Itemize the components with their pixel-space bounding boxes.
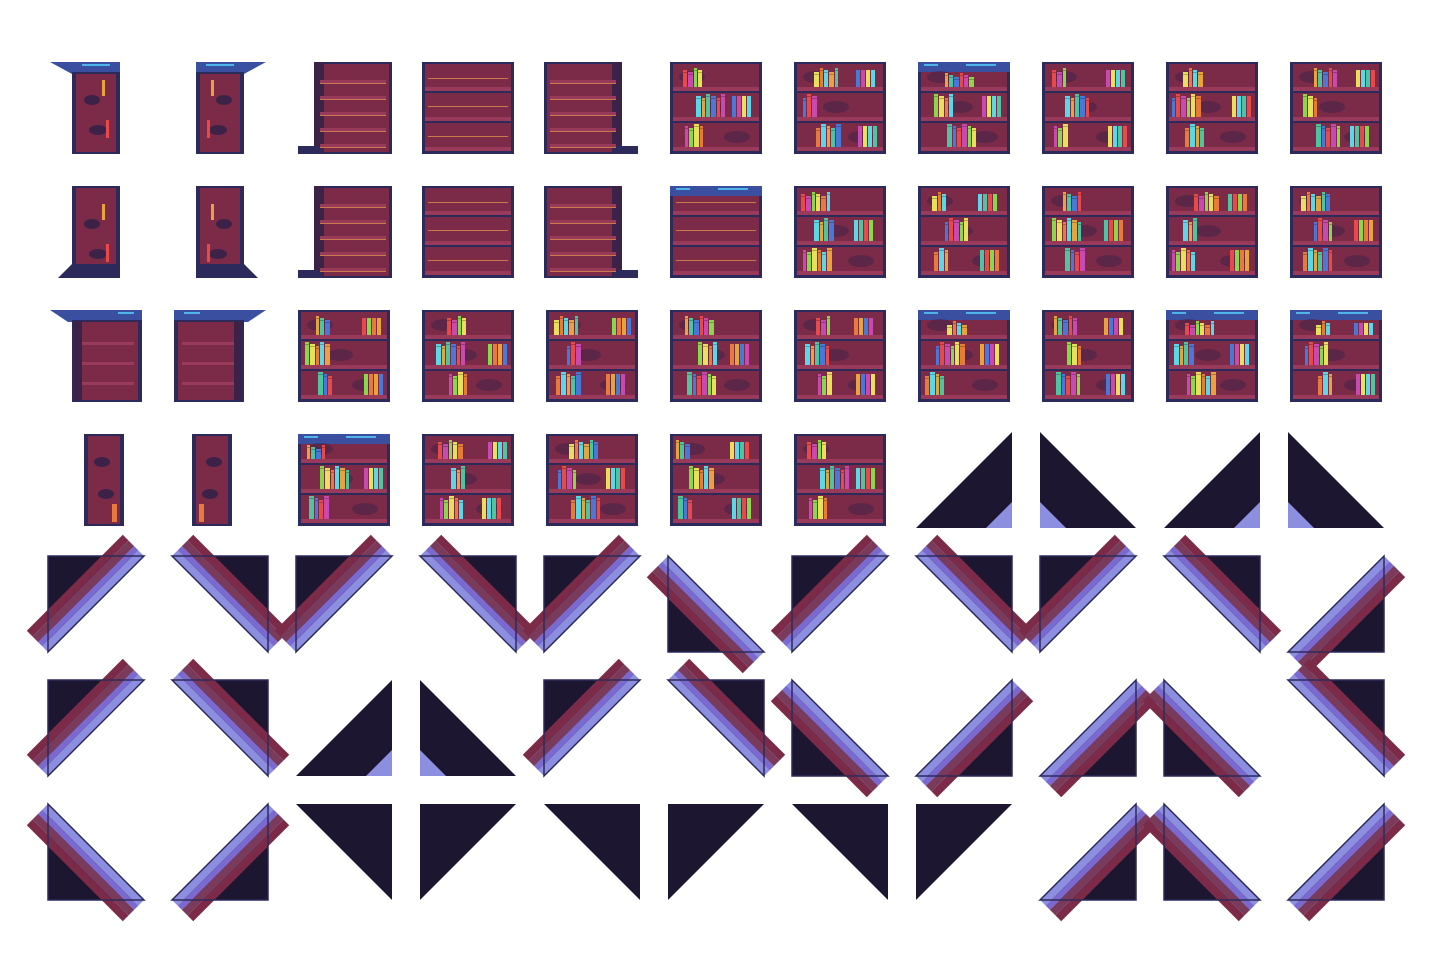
tile-stair-r5c9[interactable] <box>1018 534 1138 654</box>
tile-stair-r5c8[interactable] <box>914 534 1034 654</box>
tile-bookshelf-r2c10[interactable] <box>1164 184 1260 280</box>
tile-shelf-empty-r1c4[interactable] <box>420 60 516 156</box>
tile-stair-r7c11[interactable] <box>1286 802 1406 922</box>
tile-bookshelf-r4c7[interactable] <box>792 432 888 528</box>
tile-stair-r6c10[interactable] <box>1142 678 1262 798</box>
tile-stair-r5c10[interactable] <box>1162 534 1282 654</box>
tile-bookshelf-r3c4[interactable] <box>420 308 516 404</box>
tile-post-bottom-r2c2[interactable] <box>172 184 268 280</box>
tile-bookshelf-r3c11[interactable] <box>1288 308 1384 404</box>
tile-stair-r5c7[interactable] <box>770 534 890 654</box>
tile-bookshelf-r4c5[interactable] <box>544 432 640 528</box>
tile-dark-tri-r7c6[interactable] <box>668 804 764 900</box>
tile-stair-r6c7[interactable] <box>770 678 890 798</box>
tile-stair-r6c6[interactable] <box>666 658 786 778</box>
tile-post-top-r1c1[interactable] <box>48 60 144 156</box>
tile-dark-tri-r6c4[interactable] <box>420 680 516 776</box>
tile-stair-r5c3[interactable] <box>274 534 394 654</box>
tile-stair-r6c8[interactable] <box>914 678 1034 798</box>
tile-stair-r6c11[interactable] <box>1286 658 1406 778</box>
tile-stair-r7c1[interactable] <box>26 802 146 922</box>
tile-shelf-empty-r2c6[interactable] <box>668 184 764 280</box>
tile-post-top-r1c2[interactable] <box>172 60 268 156</box>
tile-shelf-empty-left-r1c3[interactable] <box>296 60 392 156</box>
tile-bookshelf-r3c6[interactable] <box>668 308 764 404</box>
tile-stair-r5c5[interactable] <box>522 534 642 654</box>
tile-bookshelf-r1c6[interactable] <box>668 60 764 156</box>
tile-dark-tri-r7c7[interactable] <box>792 804 888 900</box>
tile-stair-r5c4[interactable] <box>418 534 538 654</box>
tile-bookshelf-r3c9[interactable] <box>1040 308 1136 404</box>
tile-bookshelf-r1c11[interactable] <box>1288 60 1384 156</box>
tile-stair-r5c11[interactable] <box>1286 554 1406 674</box>
tile-bookshelf-r3c5[interactable] <box>544 308 640 404</box>
tile-post-bottom-r2c1[interactable] <box>48 184 144 280</box>
tile-bookshelf-r4c6[interactable] <box>668 432 764 528</box>
tile-bookshelf-r4c3[interactable] <box>296 432 392 528</box>
tile-dark-tri-r7c5[interactable] <box>544 804 640 900</box>
tile-dark-tri-r7c8[interactable] <box>916 804 1012 900</box>
tile-bookshelf-r1c7[interactable] <box>792 60 888 156</box>
tile-dark-tri-r7c4[interactable] <box>420 804 516 900</box>
tile-stair-r6c1[interactable] <box>26 658 146 778</box>
tile-shelf-empty-right-r2c5[interactable] <box>544 184 640 280</box>
tile-dark-tri-r4c8[interactable] <box>916 432 1012 528</box>
tile-crown-right-r3c2[interactable] <box>172 308 268 404</box>
tile-shelf-empty-right-r1c5[interactable] <box>544 60 640 156</box>
tile-post-narrow-r4c1[interactable] <box>48 432 144 528</box>
tile-bookshelf-r2c9[interactable] <box>1040 184 1136 280</box>
tile-stair-r6c2[interactable] <box>170 658 290 778</box>
tile-post-narrow-r4c2[interactable] <box>172 432 268 528</box>
tile-bookshelf-r2c11[interactable] <box>1288 184 1384 280</box>
tile-crown-left-r3c1[interactable] <box>48 308 144 404</box>
tile-dark-tri-r7c3[interactable] <box>296 804 392 900</box>
tile-bookshelf-r3c8[interactable] <box>916 308 1012 404</box>
tile-dark-tri-r4c11[interactable] <box>1288 432 1384 528</box>
tile-bookshelf-r4c4[interactable] <box>420 432 516 528</box>
tile-bookshelf-r1c8[interactable] <box>916 60 1012 156</box>
tile-bookshelf-r1c9[interactable] <box>1040 60 1136 156</box>
tile-stair-r7c9[interactable] <box>1038 802 1158 922</box>
tile-dark-tri-r4c10[interactable] <box>1164 432 1260 528</box>
tile-bookshelf-r3c10[interactable] <box>1164 308 1260 404</box>
tile-stair-r7c2[interactable] <box>170 802 290 922</box>
tile-stair-r7c10[interactable] <box>1142 802 1262 922</box>
tile-stair-r6c9[interactable] <box>1038 678 1158 798</box>
tile-shelf-empty-left-r2c3[interactable] <box>296 184 392 280</box>
tile-bookshelf-r2c8[interactable] <box>916 184 1012 280</box>
tile-stair-r5c1[interactable] <box>26 534 146 654</box>
tile-bookshelf-r3c7[interactable] <box>792 308 888 404</box>
tile-dark-tri-r6c3[interactable] <box>296 680 392 776</box>
tile-bookshelf-r3c3[interactable] <box>296 308 392 404</box>
tile-stair-r6c5[interactable] <box>522 658 642 778</box>
tile-dark-tri-r4c9[interactable] <box>1040 432 1136 528</box>
tile-shelf-empty-r2c4[interactable] <box>420 184 516 280</box>
tile-stair-r5c2[interactable] <box>170 534 290 654</box>
tile-bookshelf-r1c10[interactable] <box>1164 60 1260 156</box>
tile-stair-r5c6[interactable] <box>646 554 766 674</box>
tile-bookshelf-r2c7[interactable] <box>792 184 888 280</box>
